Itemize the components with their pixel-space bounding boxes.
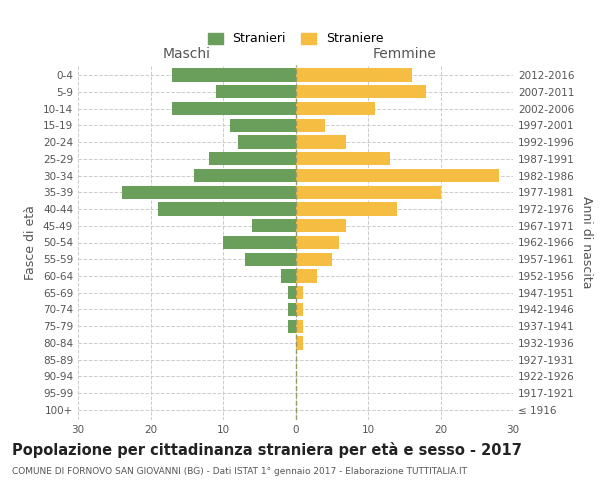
- Bar: [296, 152, 390, 166]
- Bar: [296, 68, 412, 82]
- Bar: [296, 219, 346, 232]
- Text: Femmine: Femmine: [373, 48, 436, 62]
- Y-axis label: Anni di nascita: Anni di nascita: [580, 196, 593, 289]
- Bar: [288, 303, 296, 316]
- Bar: [296, 118, 325, 132]
- Bar: [223, 236, 296, 249]
- Bar: [296, 169, 499, 182]
- Text: Maschi: Maschi: [163, 48, 211, 62]
- Bar: [296, 286, 303, 300]
- Bar: [296, 236, 339, 249]
- Bar: [288, 320, 296, 333]
- Bar: [296, 303, 303, 316]
- Bar: [245, 252, 296, 266]
- Bar: [194, 169, 296, 182]
- Bar: [296, 102, 375, 115]
- Bar: [296, 202, 397, 215]
- Legend: Stranieri, Straniere: Stranieri, Straniere: [204, 28, 387, 49]
- Y-axis label: Fasce di età: Fasce di età: [25, 205, 37, 280]
- Bar: [296, 186, 440, 199]
- Bar: [216, 85, 296, 98]
- Bar: [281, 270, 296, 282]
- Bar: [296, 252, 332, 266]
- Bar: [158, 202, 296, 215]
- Text: COMUNE DI FORNOVO SAN GIOVANNI (BG) - Dati ISTAT 1° gennaio 2017 - Elaborazione : COMUNE DI FORNOVO SAN GIOVANNI (BG) - Da…: [12, 468, 467, 476]
- Text: Popolazione per cittadinanza straniera per età e sesso - 2017: Popolazione per cittadinanza straniera p…: [12, 442, 522, 458]
- Bar: [172, 102, 296, 115]
- Bar: [252, 219, 296, 232]
- Bar: [209, 152, 296, 166]
- Bar: [230, 118, 296, 132]
- Bar: [172, 68, 296, 82]
- Bar: [288, 286, 296, 300]
- Bar: [296, 270, 317, 282]
- Bar: [296, 320, 303, 333]
- Bar: [296, 136, 346, 148]
- Bar: [238, 136, 296, 148]
- Bar: [296, 85, 426, 98]
- Bar: [296, 336, 303, 349]
- Bar: [121, 186, 296, 199]
